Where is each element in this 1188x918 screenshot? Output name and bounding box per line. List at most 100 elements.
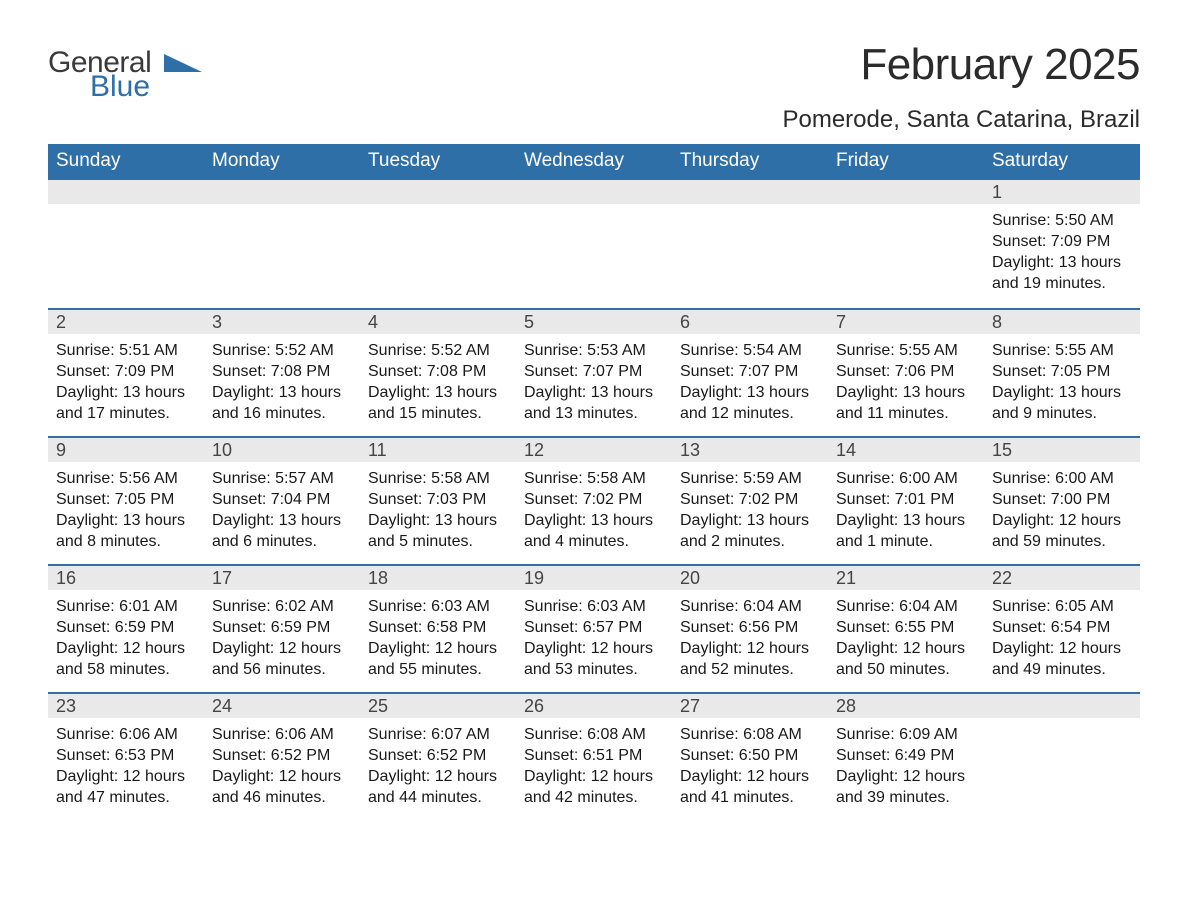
- day-number: 13: [672, 440, 700, 461]
- daynum-row: 28: [828, 694, 984, 718]
- day-cell: 14Sunrise: 6:00 AMSunset: 7:01 PMDayligh…: [828, 438, 984, 564]
- day-number: 18: [360, 568, 388, 589]
- sunset-text: Sunset: 6:49 PM: [836, 745, 978, 766]
- daylight-text: Daylight: 13 hours and 11 minutes.: [836, 382, 978, 424]
- day-number: 17: [204, 568, 232, 589]
- daylight-text: Daylight: 13 hours and 8 minutes.: [56, 510, 198, 552]
- sunrise-text: Sunrise: 6:06 AM: [56, 724, 198, 745]
- daynum-row: 12: [516, 438, 672, 462]
- daynum-row: 6: [672, 310, 828, 334]
- sunrise-text: Sunrise: 6:03 AM: [524, 596, 666, 617]
- day-body: Sunrise: 5:56 AMSunset: 7:05 PMDaylight:…: [48, 462, 204, 560]
- calendar: Sunday Monday Tuesday Wednesday Thursday…: [48, 144, 1140, 820]
- sunset-text: Sunset: 6:54 PM: [992, 617, 1134, 638]
- daynum-row: 18: [360, 566, 516, 590]
- daynum-row: 11: [360, 438, 516, 462]
- day-header: Sunday: [48, 144, 204, 180]
- daynum-row: 9: [48, 438, 204, 462]
- daynum-row: [828, 180, 984, 204]
- daylight-text: Daylight: 12 hours and 46 minutes.: [212, 766, 354, 808]
- daynum-row: 1: [984, 180, 1140, 204]
- daylight-text: Daylight: 12 hours and 39 minutes.: [836, 766, 978, 808]
- day-header: Wednesday: [516, 144, 672, 180]
- day-cell: 27Sunrise: 6:08 AMSunset: 6:50 PMDayligh…: [672, 694, 828, 820]
- day-body: Sunrise: 6:00 AMSunset: 7:01 PMDaylight:…: [828, 462, 984, 560]
- day-header: Saturday: [984, 144, 1140, 180]
- daylight-text: Daylight: 13 hours and 9 minutes.: [992, 382, 1134, 424]
- daylight-text: Daylight: 13 hours and 6 minutes.: [212, 510, 354, 552]
- daylight-text: Daylight: 12 hours and 52 minutes.: [680, 638, 822, 680]
- sunset-text: Sunset: 6:59 PM: [212, 617, 354, 638]
- day-body: Sunrise: 6:03 AMSunset: 6:57 PMDaylight:…: [516, 590, 672, 688]
- sunset-text: Sunset: 7:09 PM: [56, 361, 198, 382]
- day-body: Sunrise: 5:50 AMSunset: 7:09 PMDaylight:…: [984, 204, 1140, 302]
- day-body: [204, 204, 360, 218]
- sunrise-text: Sunrise: 6:03 AM: [368, 596, 510, 617]
- daynum-row: 24: [204, 694, 360, 718]
- week-row: 23Sunrise: 6:06 AMSunset: 6:53 PMDayligh…: [48, 692, 1140, 820]
- sunset-text: Sunset: 7:02 PM: [524, 489, 666, 510]
- daynum-row: 26: [516, 694, 672, 718]
- daynum-row: 19: [516, 566, 672, 590]
- day-body: [984, 718, 1140, 732]
- day-cell: [672, 180, 828, 308]
- sunset-text: Sunset: 7:01 PM: [836, 489, 978, 510]
- day-body: Sunrise: 5:52 AMSunset: 7:08 PMDaylight:…: [204, 334, 360, 432]
- daylight-text: Daylight: 13 hours and 16 minutes.: [212, 382, 354, 424]
- sunrise-text: Sunrise: 5:50 AM: [992, 210, 1134, 231]
- day-cell: 22Sunrise: 6:05 AMSunset: 6:54 PMDayligh…: [984, 566, 1140, 692]
- sunrise-text: Sunrise: 6:09 AM: [836, 724, 978, 745]
- sunrise-text: Sunrise: 5:54 AM: [680, 340, 822, 361]
- daynum-row: 10: [204, 438, 360, 462]
- daylight-text: Daylight: 13 hours and 1 minute.: [836, 510, 978, 552]
- day-body: Sunrise: 6:01 AMSunset: 6:59 PMDaylight:…: [48, 590, 204, 688]
- daylight-text: Daylight: 13 hours and 2 minutes.: [680, 510, 822, 552]
- sunrise-text: Sunrise: 5:56 AM: [56, 468, 198, 489]
- daylight-text: Daylight: 12 hours and 56 minutes.: [212, 638, 354, 680]
- day-number: 21: [828, 568, 856, 589]
- sunset-text: Sunset: 7:06 PM: [836, 361, 978, 382]
- day-number: 1: [984, 182, 1002, 203]
- day-cell: 19Sunrise: 6:03 AMSunset: 6:57 PMDayligh…: [516, 566, 672, 692]
- day-body: Sunrise: 6:06 AMSunset: 6:52 PMDaylight:…: [204, 718, 360, 816]
- week-row: 2Sunrise: 5:51 AMSunset: 7:09 PMDaylight…: [48, 308, 1140, 436]
- day-body: Sunrise: 6:08 AMSunset: 6:50 PMDaylight:…: [672, 718, 828, 816]
- sunrise-text: Sunrise: 5:59 AM: [680, 468, 822, 489]
- day-cell: 16Sunrise: 6:01 AMSunset: 6:59 PMDayligh…: [48, 566, 204, 692]
- daynum-row: 2: [48, 310, 204, 334]
- sunset-text: Sunset: 7:02 PM: [680, 489, 822, 510]
- sunset-text: Sunset: 7:05 PM: [992, 361, 1134, 382]
- daynum-row: 15: [984, 438, 1140, 462]
- daynum-row: [204, 180, 360, 204]
- day-cell: [516, 180, 672, 308]
- sunset-text: Sunset: 6:50 PM: [680, 745, 822, 766]
- day-cell: 5Sunrise: 5:53 AMSunset: 7:07 PMDaylight…: [516, 310, 672, 436]
- day-body: Sunrise: 5:58 AMSunset: 7:03 PMDaylight:…: [360, 462, 516, 560]
- day-cell: 20Sunrise: 6:04 AMSunset: 6:56 PMDayligh…: [672, 566, 828, 692]
- day-body: Sunrise: 5:54 AMSunset: 7:07 PMDaylight:…: [672, 334, 828, 432]
- sunrise-text: Sunrise: 5:53 AM: [524, 340, 666, 361]
- daylight-text: Daylight: 13 hours and 4 minutes.: [524, 510, 666, 552]
- sunrise-text: Sunrise: 6:04 AM: [680, 596, 822, 617]
- daynum-row: 21: [828, 566, 984, 590]
- daynum-row: [672, 180, 828, 204]
- day-cell: 8Sunrise: 5:55 AMSunset: 7:05 PMDaylight…: [984, 310, 1140, 436]
- day-number: 28: [828, 696, 856, 717]
- day-body: Sunrise: 6:04 AMSunset: 6:56 PMDaylight:…: [672, 590, 828, 688]
- day-body: Sunrise: 5:53 AMSunset: 7:07 PMDaylight:…: [516, 334, 672, 432]
- day-number: 25: [360, 696, 388, 717]
- daynum-row: [984, 694, 1140, 718]
- sunrise-text: Sunrise: 5:57 AM: [212, 468, 354, 489]
- sunrise-text: Sunrise: 5:52 AM: [368, 340, 510, 361]
- day-number: 10: [204, 440, 232, 461]
- day-body: Sunrise: 5:52 AMSunset: 7:08 PMDaylight:…: [360, 334, 516, 432]
- day-body: Sunrise: 6:06 AMSunset: 6:53 PMDaylight:…: [48, 718, 204, 816]
- page-subtitle: Pomerode, Santa Catarina, Brazil: [782, 106, 1140, 134]
- day-number: 19: [516, 568, 544, 589]
- day-body: Sunrise: 6:08 AMSunset: 6:51 PMDaylight:…: [516, 718, 672, 816]
- day-header-row: Sunday Monday Tuesday Wednesday Thursday…: [48, 144, 1140, 180]
- day-cell: 24Sunrise: 6:06 AMSunset: 6:52 PMDayligh…: [204, 694, 360, 820]
- day-body: Sunrise: 6:03 AMSunset: 6:58 PMDaylight:…: [360, 590, 516, 688]
- sunset-text: Sunset: 7:07 PM: [524, 361, 666, 382]
- day-body: Sunrise: 5:58 AMSunset: 7:02 PMDaylight:…: [516, 462, 672, 560]
